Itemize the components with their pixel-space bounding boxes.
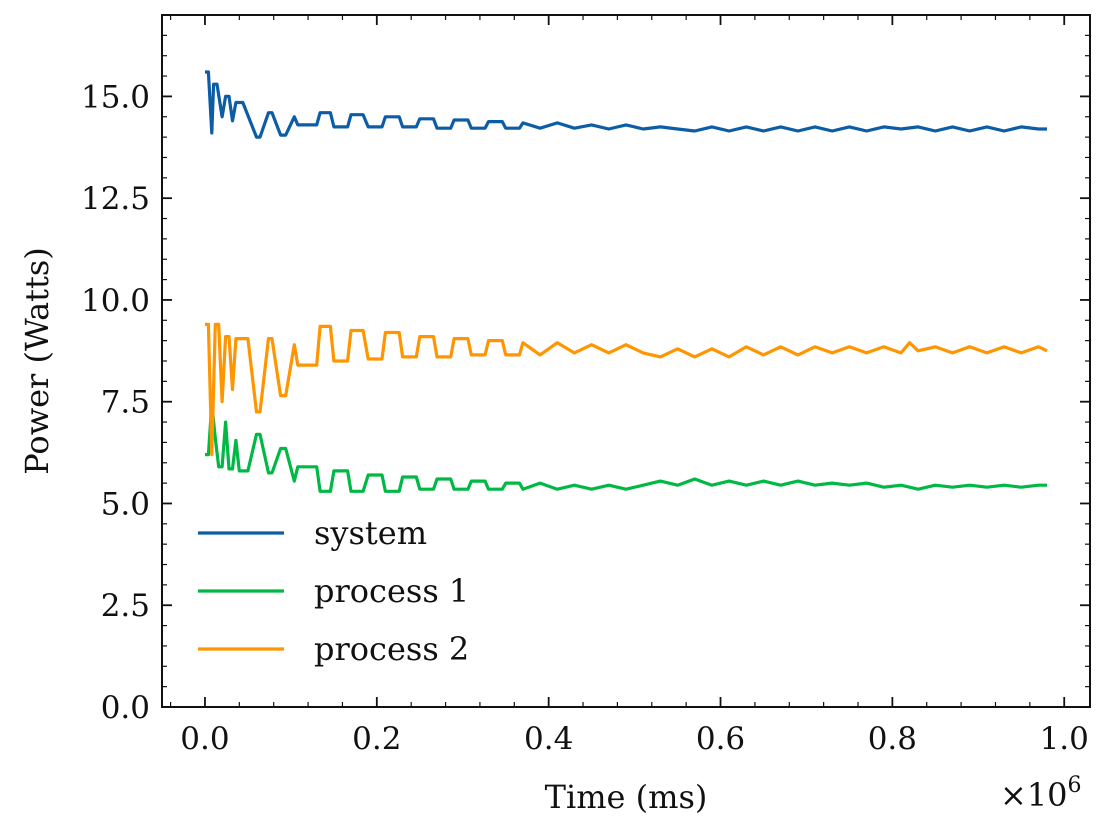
ticks-layer: 0.0 0.2 0.4 0.6 0.8 1.0 0.0 2.5 5.0 7.5 10.0 12.5 15… — [81, 15, 1090, 757]
y-tick-label: 2.5 — [101, 588, 150, 624]
y-tick-label: 0.0 — [101, 690, 150, 726]
y-tick-label: 5.0 — [101, 486, 150, 522]
x-tick-label: 0.2 — [352, 721, 401, 757]
x-axis-multiplier-exponent: 6 — [1068, 773, 1082, 798]
x-axis-label: Time (ms) — [545, 778, 708, 816]
x-tick-label: 0.6 — [696, 721, 745, 757]
legend-label-1: system — [314, 514, 427, 552]
x-tick-label: 0.4 — [524, 721, 573, 757]
x-axis-multiplier: ×106 — [1000, 773, 1082, 814]
x-tick-label: 0.0 — [180, 721, 229, 757]
y-tick-label: 10.0 — [81, 283, 150, 319]
series-line-3 — [205, 322, 1048, 457]
x-tick-label: 0.8 — [868, 721, 917, 757]
series-layer — [205, 70, 1048, 493]
y-tick-label: 7.5 — [101, 385, 150, 421]
y-tick-label: 12.5 — [81, 181, 150, 217]
plot-area — [161, 14, 1091, 708]
series-line-2 — [205, 402, 1047, 493]
y-tick-label: 15.0 — [81, 79, 150, 115]
legend: system process 1 process 2 — [198, 514, 469, 668]
x-tick-label: 1.0 — [1040, 721, 1089, 757]
series-line-1 — [205, 70, 1047, 139]
legend-label-2: process 1 — [314, 572, 469, 610]
x-axis-multiplier-base: ×10 — [1000, 776, 1068, 814]
y-axis-label: Power (Watts) — [18, 247, 56, 475]
legend-label-3: process 2 — [314, 630, 469, 668]
